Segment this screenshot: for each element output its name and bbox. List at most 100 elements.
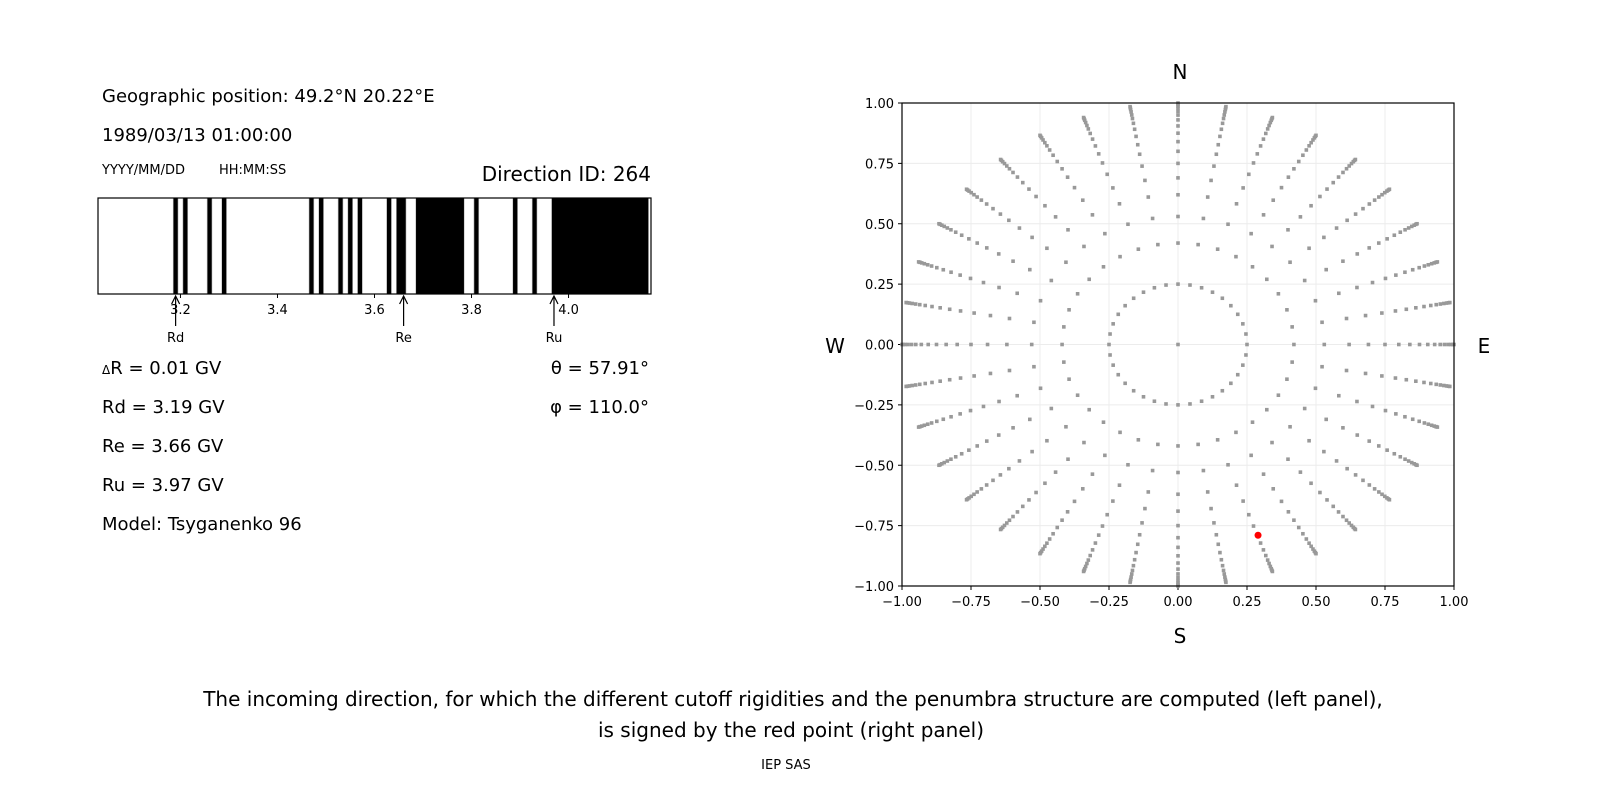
- data-point: [997, 285, 1001, 290]
- x-tick-label: 0.25: [1233, 595, 1262, 610]
- data-point: [1301, 531, 1305, 536]
- data-point: [1442, 301, 1446, 306]
- data-point: [1422, 264, 1427, 268]
- data-point: [998, 527, 1003, 532]
- re-text: Re = 3.66 GV: [102, 436, 224, 457]
- data-point: [1066, 228, 1070, 232]
- data-point: [997, 399, 1001, 404]
- caption-line-2: is signed by the red point (right panel): [598, 718, 984, 742]
- data-point: [945, 459, 950, 463]
- data-point: [1188, 283, 1192, 287]
- data-point: [1435, 260, 1440, 264]
- penumbra-band: [308, 197, 315, 295]
- data-point: [1367, 439, 1372, 443]
- data-point: [1100, 524, 1105, 528]
- y-tick-label: −1.00: [854, 580, 894, 595]
- data-point: [1398, 454, 1403, 459]
- data-point: [1131, 563, 1136, 568]
- data-point: [1176, 214, 1180, 219]
- data-point: [913, 302, 918, 306]
- data-point: [1380, 374, 1384, 378]
- data-point: [1060, 518, 1064, 522]
- data-point: [1376, 444, 1381, 448]
- data-point: [1137, 532, 1142, 537]
- data-point: [1212, 164, 1216, 168]
- data-point: [1325, 498, 1329, 502]
- data-point: [1367, 202, 1372, 206]
- data-point: [1137, 152, 1142, 157]
- data-point: [919, 261, 924, 265]
- data-point: [1108, 353, 1112, 357]
- data-point: [1176, 342, 1180, 347]
- caption-line-1: The incoming direction, for which the di…: [202, 687, 1383, 711]
- data-point: [1264, 407, 1269, 412]
- data-point: [1118, 430, 1122, 435]
- data-point: [1349, 161, 1354, 166]
- arrow-head-icon: [171, 294, 181, 305]
- data-point: [1030, 449, 1034, 454]
- data-point: [1235, 312, 1240, 317]
- data-point: [1276, 393, 1281, 398]
- data-point: [1387, 497, 1392, 502]
- data-point: [1082, 244, 1086, 249]
- data-point: [1090, 548, 1095, 552]
- data-point: [1220, 296, 1225, 301]
- data-point: [1367, 246, 1372, 250]
- data-point: [1246, 512, 1251, 517]
- theta-text: θ = 57.91°: [551, 358, 649, 379]
- data-point: [1404, 377, 1409, 382]
- data-point: [1219, 557, 1224, 562]
- data-point: [1117, 201, 1122, 206]
- data-point: [1015, 510, 1020, 514]
- data-point: [1334, 226, 1339, 230]
- data-point: [1250, 420, 1255, 424]
- y-tick-label: 0.25: [865, 278, 894, 293]
- data-point: [1118, 254, 1122, 259]
- data-point: [937, 221, 941, 226]
- data-point: [1176, 149, 1180, 154]
- data-point: [1080, 198, 1085, 202]
- data-point: [916, 425, 921, 429]
- data-point: [1027, 498, 1031, 502]
- data-point: [1244, 353, 1248, 357]
- data-point: [984, 202, 989, 206]
- data-point: [934, 265, 939, 270]
- data-point: [1220, 563, 1225, 568]
- data-point: [1345, 466, 1349, 471]
- data-point: [1210, 290, 1215, 295]
- x-tick-label: −0.50: [1020, 595, 1060, 610]
- data-point: [925, 422, 930, 427]
- data-point: [1020, 180, 1025, 185]
- data-point: [1027, 187, 1031, 191]
- data-point: [1349, 523, 1354, 528]
- data-point: [1136, 247, 1141, 251]
- data-point: [1298, 470, 1303, 474]
- arrow-head-icon: [549, 294, 559, 305]
- data-point: [1370, 404, 1375, 409]
- data-point: [1429, 261, 1434, 266]
- data-point: [1353, 527, 1358, 532]
- data-point: [1428, 303, 1433, 308]
- data-point: [1043, 140, 1047, 145]
- data-point: [1041, 138, 1045, 142]
- data-point: [1226, 462, 1230, 467]
- x-tick-label: 4.0: [558, 303, 579, 318]
- data-point: [1331, 180, 1336, 185]
- data-point: [1055, 525, 1060, 530]
- data-point: [1219, 127, 1224, 132]
- data-point: [917, 302, 922, 307]
- data-point: [1176, 176, 1180, 180]
- data-point: [1176, 131, 1180, 135]
- data-point: [1146, 195, 1151, 199]
- penumbra-band: [318, 197, 324, 295]
- data-point: [1382, 494, 1387, 499]
- data-point: [1263, 131, 1268, 136]
- data-point: [1028, 417, 1032, 422]
- data-point: [1414, 306, 1418, 310]
- data-point: [1140, 164, 1144, 168]
- data-point: [1215, 247, 1220, 251]
- data-point: [1286, 228, 1290, 232]
- data-point: [1085, 123, 1089, 128]
- data-point: [934, 342, 939, 347]
- marker-label-re: Re: [395, 331, 411, 346]
